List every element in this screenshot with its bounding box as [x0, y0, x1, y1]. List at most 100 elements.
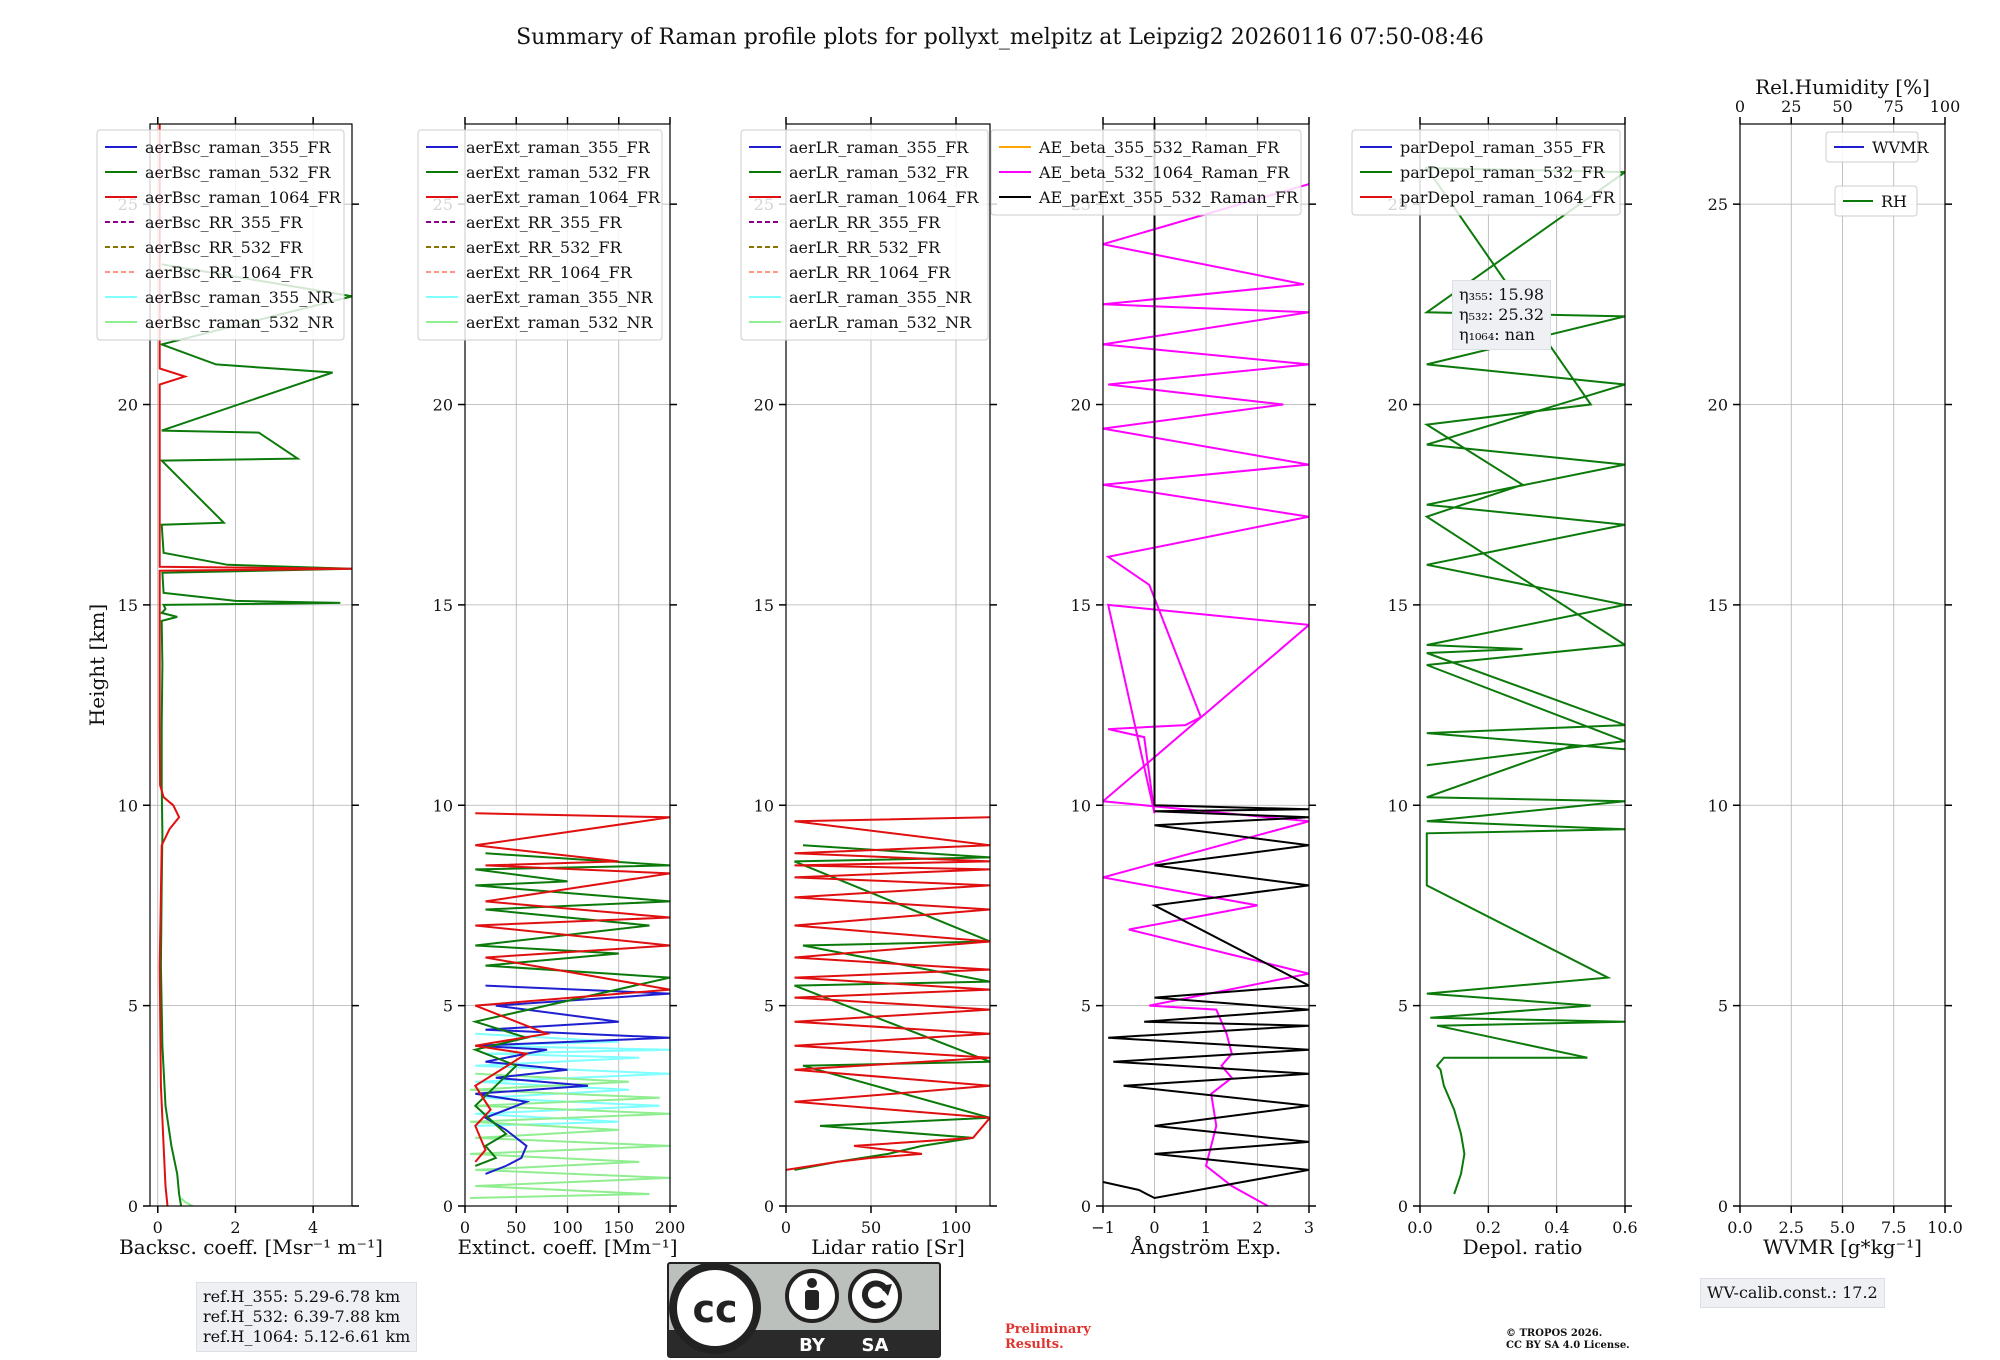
- bsc-x-tick-label: 4: [308, 1218, 318, 1237]
- ext-x-tick-label: 200: [655, 1218, 686, 1237]
- bsc-y-tick-label: 5: [128, 997, 138, 1016]
- bsc-series-aerBsc_raman_532_FR: [158, 263, 352, 1206]
- wv-y-tick-label: 5: [1718, 997, 1728, 1016]
- depol-legend-label: parDepol_raman_355_FR: [1400, 138, 1606, 157]
- depol-y-tick-label: 20: [1388, 396, 1408, 415]
- lr-panel: 0501000510152025Lidar ratio [Sr]aerLR_ra…: [740, 117, 997, 1259]
- lr-x-tick-label: 50: [861, 1218, 881, 1237]
- ext-legend-label: aerExt_raman_532_FR: [466, 163, 651, 182]
- wv-legend-box: [1825, 131, 1919, 163]
- ae-y-tick-label: 5: [1081, 997, 1091, 1016]
- ae-x-tick-label: 1: [1201, 1218, 1211, 1237]
- ae-legend-label: AE_beta_355_532_Raman_FR: [1038, 138, 1280, 157]
- bsc-panel: 0240510152025Backsc. coeff. [Msr⁻¹ m⁻¹]H…: [85, 117, 383, 1259]
- wv-x-tick-label: 0.0: [1727, 1218, 1752, 1237]
- bsc-legend-label: aerBsc_RR_532_FR: [145, 238, 303, 257]
- bsc-y-axis-label: Height [km]: [85, 604, 109, 726]
- wv-legend-label: RH: [1881, 192, 1907, 211]
- chart-panels: 0240510152025Backsc. coeff. [Msr⁻¹ m⁻¹]H…: [85, 75, 1963, 1259]
- ext-y-tick-label: 5: [443, 997, 453, 1016]
- ext-series-aerExt_raman_1064_FR: [473, 812, 670, 1163]
- ext-x-tick-label: 0: [460, 1218, 470, 1237]
- reference-height-box: ref.H_355: 5.29-6.78 km ref.H_532: 6.39-…: [196, 1282, 418, 1352]
- wv-top-x-axis-label: Rel.Humidity [%]: [1755, 75, 1930, 99]
- wv-y-tick-label: 10: [1708, 796, 1728, 815]
- ext-y-tick-label: 0: [443, 1197, 453, 1216]
- depol-x-tick-label: 0.4: [1544, 1218, 1569, 1237]
- bsc-legend-label: aerBsc_RR_355_FR: [145, 213, 303, 232]
- copyright-note: © TROPOS 2026. CC BY SA 4.0 License.: [1506, 1328, 1630, 1352]
- wv-top-x-tick-label: 75: [1884, 97, 1904, 116]
- wv-calibration-text: WV-calib.const.: 17.2: [1707, 1283, 1878, 1302]
- depol-x-tick-label: 0.6: [1612, 1218, 1637, 1237]
- ext-legend-label: aerExt_raman_1064_FR: [466, 188, 661, 207]
- wv-y-tick-label: 25: [1708, 195, 1728, 214]
- wv-legend-box: [1834, 185, 1918, 217]
- depol-panel: 0.00.20.40.60510152025Depol. ratioparDep…: [1351, 117, 1638, 1259]
- ext-panel: 0501001502000510152025Extinct. coeff. [M…: [417, 117, 686, 1259]
- depol-x-axis-label: Depol. ratio: [1463, 1235, 1583, 1259]
- ext-y-tick-label: 15: [433, 596, 453, 615]
- wv-x-tick-label: 10.0: [1927, 1218, 1963, 1237]
- bsc-y-tick-label: 10: [118, 796, 138, 815]
- ae-legend-box: [990, 129, 1302, 216]
- bsc-legend-label: aerBsc_raman_532_FR: [145, 163, 331, 182]
- cc-by-sa-license-badge: cc BY SA: [667, 1262, 941, 1358]
- ae-y-tick-label: 0: [1081, 1197, 1091, 1216]
- depol-y-tick-label: 10: [1388, 796, 1408, 815]
- ref-h-532-text: ref.H_532: 6.39-7.88 km: [203, 1307, 401, 1326]
- lr-y-tick-label: 20: [754, 396, 774, 415]
- eta-532-text: η₅₃₂: 25.32: [1459, 305, 1545, 324]
- bsc-legend-box: [96, 129, 345, 341]
- preliminary-results-note: Preliminary Results.: [1005, 1322, 1091, 1352]
- wv-x-tick-label: 7.5: [1881, 1218, 1906, 1237]
- svg-text:cc: cc: [692, 1287, 737, 1331]
- ext-y-tick-label: 10: [433, 796, 453, 815]
- ext-x-tick-label: 100: [552, 1218, 583, 1237]
- ext-legend-label: aerExt_RR_355_FR: [466, 213, 623, 232]
- depol-legend-label: parDepol_raman_532_FR: [1400, 163, 1606, 182]
- figure-title: Summary of Raman profile plots for polly…: [516, 25, 1484, 50]
- ext-series-aerExt_raman_355_FR: [475, 984, 670, 1175]
- wv-calibration-box: WV-calib.const.: 17.2: [1700, 1278, 1885, 1308]
- lr-x-tick-label: 0: [781, 1218, 791, 1237]
- cc-logo-icon: [669, 1262, 761, 1354]
- wv-x-tick-label: 5.0: [1830, 1218, 1855, 1237]
- ext-legend-label: aerExt_RR_532_FR: [466, 238, 623, 257]
- wv-top-x-tick-label: 25: [1781, 97, 1801, 116]
- ae-series-AE_parExt_355_532_Raman_FR: [1103, 124, 1309, 1200]
- lr-y-tick-label: 0: [764, 1197, 774, 1216]
- bsc-legend-label: aerBsc_raman_532_NR: [145, 313, 334, 332]
- bsc-series-aerBsc_raman_1064_FR: [158, 124, 352, 1206]
- ae-x-tick-label: 2: [1252, 1218, 1262, 1237]
- ae-panel: −101230510152025Ångström Exp.AE_beta_355…: [990, 117, 1316, 1259]
- ext-x-tick-label: 150: [603, 1218, 634, 1237]
- ext-series-aerExt_raman_532_NR: [470, 1072, 670, 1199]
- wv-y-tick-label: 20: [1708, 396, 1728, 415]
- copyright-line-2: CC BY SA 4.0 License.: [1506, 1340, 1630, 1351]
- bsc-x-tick-label: 2: [230, 1218, 240, 1237]
- lr-legend-label: aerLR_raman_1064_FR: [789, 188, 979, 207]
- bsc-series-aerBsc_raman_532_NR: [180, 1197, 194, 1206]
- depol-y-tick-label: 0: [1398, 1197, 1408, 1216]
- ext-legend-label: aerExt_RR_1064_FR: [466, 263, 633, 282]
- ae-series-AE_beta_532_1064_Raman_FR: [1103, 183, 1309, 1206]
- depol-y-tick-label: 5: [1398, 997, 1408, 1016]
- ae-y-tick-label: 10: [1071, 796, 1091, 815]
- ext-x-tick-label: 50: [506, 1218, 526, 1237]
- lr-axes-frame: [785, 123, 991, 1207]
- depol-y-tick-label: 15: [1388, 596, 1408, 615]
- lr-y-tick-label: 10: [754, 796, 774, 815]
- ae-x-axis-label: Ångström Exp.: [1130, 1234, 1281, 1259]
- lr-legend-label: aerLR_raman_532_FR: [789, 163, 969, 182]
- ext-legend-label: aerExt_raman_355_NR: [466, 288, 654, 307]
- lr-legend-label: aerLR_raman_355_FR: [789, 138, 969, 157]
- depol-x-tick-label: 0.2: [1476, 1218, 1501, 1237]
- ae-y-tick-label: 15: [1071, 596, 1091, 615]
- ae-legend-label: AE_beta_532_1064_Raman_FR: [1038, 163, 1290, 182]
- wv-top-x-tick-label: 50: [1832, 97, 1852, 116]
- attribution-person-icon: [785, 1269, 839, 1323]
- ae-x-tick-label: −1: [1091, 1218, 1115, 1237]
- bsc-x-axis-label: Backsc. coeff. [Msr⁻¹ m⁻¹]: [119, 1235, 383, 1259]
